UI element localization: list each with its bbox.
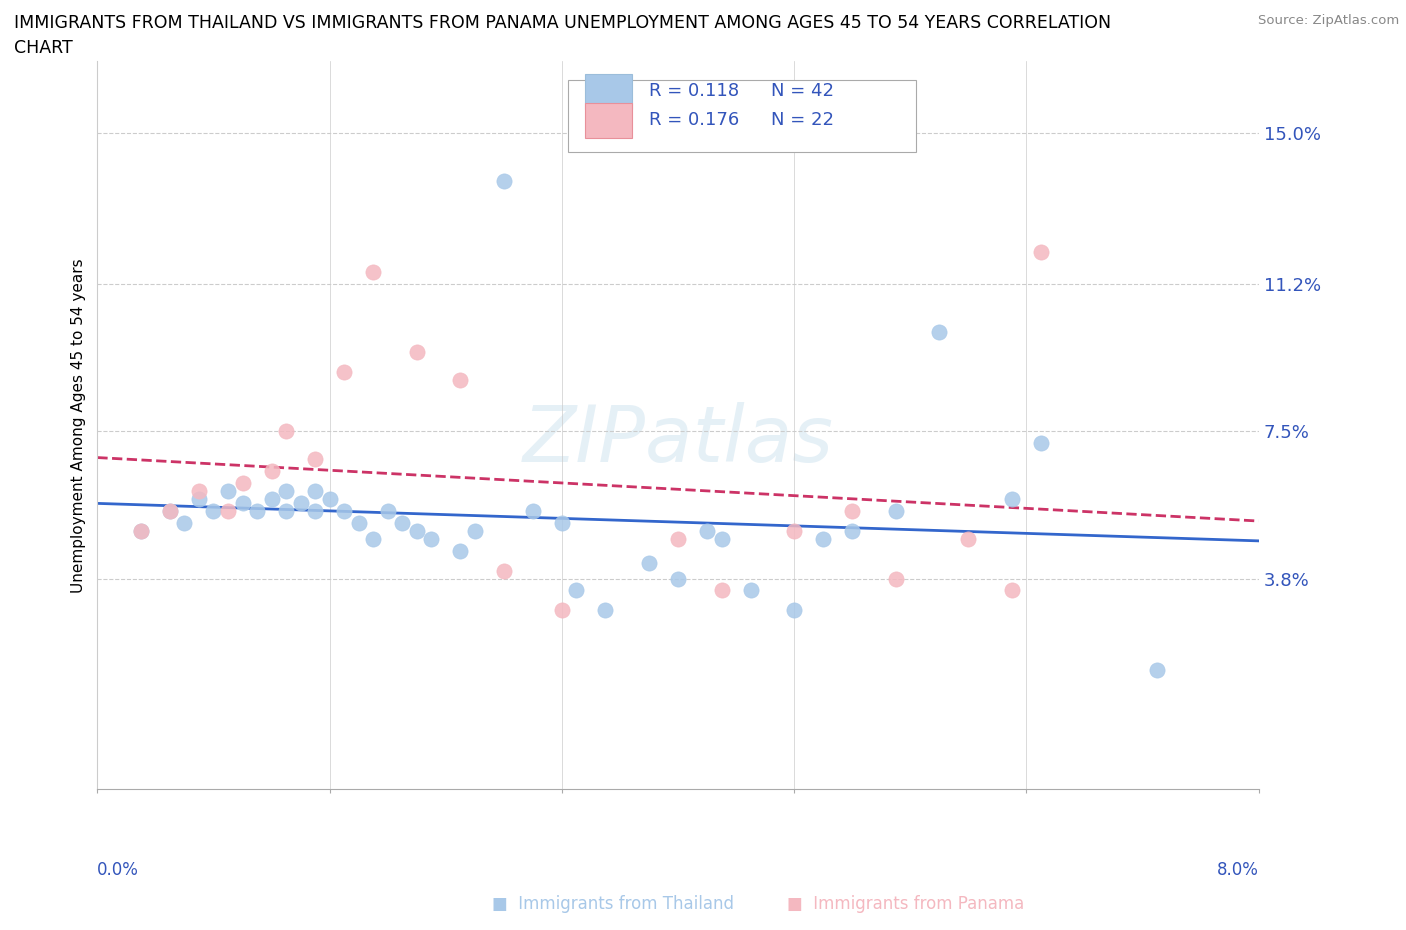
Text: CHART: CHART: [14, 39, 73, 57]
Point: [420, 531, 443, 546]
Point: [811, 531, 834, 546]
Point: [274, 424, 297, 439]
Point: [841, 524, 863, 538]
Point: [347, 515, 370, 530]
Y-axis label: Unemployment Among Ages 45 to 54 years: Unemployment Among Ages 45 to 54 years: [72, 259, 86, 592]
Point: [377, 503, 399, 518]
FancyBboxPatch shape: [585, 73, 631, 109]
Point: [304, 452, 326, 467]
Point: [928, 325, 950, 339]
Point: [246, 503, 269, 518]
Point: [188, 492, 211, 507]
Text: 0.0%: 0.0%: [97, 861, 139, 879]
Point: [129, 524, 152, 538]
Point: [841, 503, 863, 518]
Text: Source: ZipAtlas.com: Source: ZipAtlas.com: [1258, 14, 1399, 27]
Point: [129, 524, 152, 538]
Point: [464, 524, 486, 538]
Text: ZIPatlas: ZIPatlas: [523, 402, 834, 478]
Point: [333, 365, 356, 379]
Point: [492, 173, 515, 188]
Point: [405, 524, 427, 538]
Point: [666, 531, 689, 546]
Point: [274, 503, 297, 518]
Point: [1029, 245, 1052, 259]
Point: [957, 531, 980, 546]
Point: [696, 524, 718, 538]
Point: [740, 583, 762, 598]
FancyBboxPatch shape: [585, 103, 631, 138]
Point: [710, 583, 733, 598]
Point: [188, 484, 211, 498]
FancyBboxPatch shape: [568, 80, 917, 153]
Point: [304, 484, 326, 498]
Point: [884, 571, 907, 586]
Text: ■  Immigrants from Panama: ■ Immigrants from Panama: [787, 896, 1025, 913]
Point: [159, 503, 181, 518]
Point: [274, 484, 297, 498]
Point: [202, 503, 225, 518]
Point: [391, 515, 413, 530]
Point: [1029, 436, 1052, 451]
Point: [1001, 583, 1024, 598]
Point: [884, 503, 907, 518]
Point: [492, 564, 515, 578]
Text: N = 22: N = 22: [770, 112, 834, 129]
Point: [551, 603, 574, 618]
Point: [260, 464, 283, 479]
Point: [565, 583, 588, 598]
Point: [1146, 662, 1168, 677]
Text: IMMIGRANTS FROM THAILAND VS IMMIGRANTS FROM PANAMA UNEMPLOYMENT AMONG AGES 45 TO: IMMIGRANTS FROM THAILAND VS IMMIGRANTS F…: [14, 14, 1111, 32]
Point: [361, 531, 384, 546]
Point: [260, 492, 283, 507]
Point: [551, 515, 574, 530]
Point: [595, 603, 617, 618]
Point: [783, 603, 806, 618]
Text: R = 0.176: R = 0.176: [650, 112, 740, 129]
Point: [231, 475, 253, 490]
Text: R = 0.118: R = 0.118: [650, 83, 740, 100]
Text: ■  Immigrants from Thailand: ■ Immigrants from Thailand: [492, 896, 734, 913]
Point: [783, 524, 806, 538]
Text: N = 42: N = 42: [770, 83, 834, 100]
Point: [449, 543, 471, 558]
Point: [449, 372, 471, 387]
Point: [361, 265, 384, 280]
Point: [173, 515, 195, 530]
Point: [290, 496, 312, 511]
Point: [522, 503, 544, 518]
Text: 8.0%: 8.0%: [1216, 861, 1258, 879]
Point: [304, 503, 326, 518]
Point: [333, 503, 356, 518]
Point: [405, 344, 427, 359]
Point: [1001, 492, 1024, 507]
Point: [217, 484, 239, 498]
Point: [666, 571, 689, 586]
Point: [231, 496, 253, 511]
Point: [159, 503, 181, 518]
Point: [217, 503, 239, 518]
Point: [710, 531, 733, 546]
Point: [318, 492, 340, 507]
Point: [638, 555, 661, 570]
